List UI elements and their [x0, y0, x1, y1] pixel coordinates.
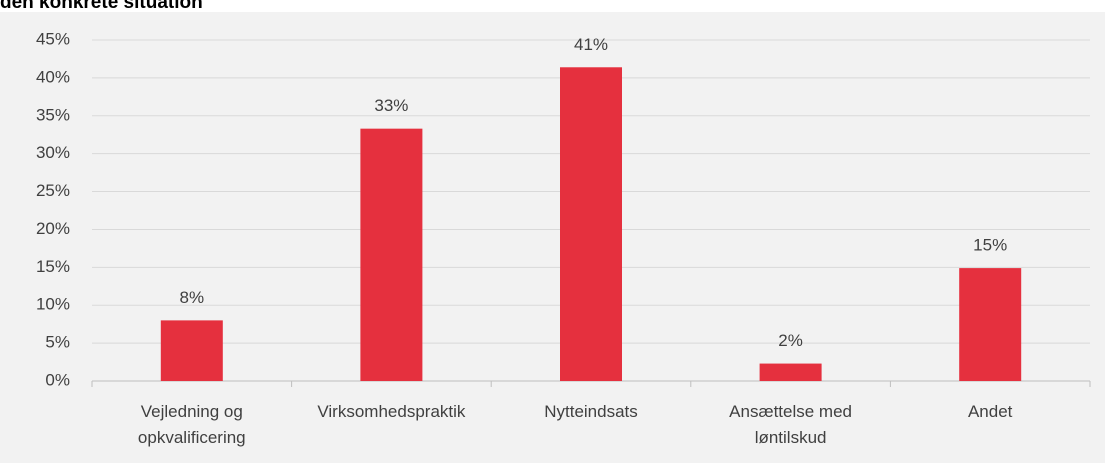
data-label: 2% [778, 331, 803, 350]
y-tick-label: 10% [36, 295, 70, 314]
data-label: 33% [374, 96, 408, 115]
x-tick-label: Virksomhedspraktik [317, 402, 466, 421]
y-tick-label: 25% [36, 181, 70, 200]
y-tick-label: 5% [45, 333, 70, 352]
y-tick-label: 45% [36, 29, 70, 48]
bar [360, 128, 423, 381]
chart-background [0, 12, 1105, 463]
x-tick-label: Nytteindsats [544, 402, 638, 421]
bar [759, 363, 822, 381]
bar [560, 67, 622, 381]
y-tick-label: 40% [36, 67, 70, 86]
bar [959, 268, 1022, 381]
data-label: 41% [574, 35, 608, 54]
y-tick-label: 15% [36, 257, 70, 276]
y-tick-label: 30% [36, 143, 70, 162]
bar [160, 320, 223, 381]
data-label: 8% [180, 288, 205, 307]
y-tick-label: 20% [36, 219, 70, 238]
data-label: 15% [973, 236, 1007, 255]
x-tick-label: Andet [968, 402, 1013, 421]
x-tick-label: Ansættelse med løntilskud [729, 402, 852, 447]
y-tick-label: 0% [45, 370, 70, 389]
y-tick-label: 35% [36, 105, 70, 124]
chart-title: den konkrete situation [0, 0, 203, 13]
x-tick-label: Vejledning og opkvalificering [138, 402, 246, 447]
